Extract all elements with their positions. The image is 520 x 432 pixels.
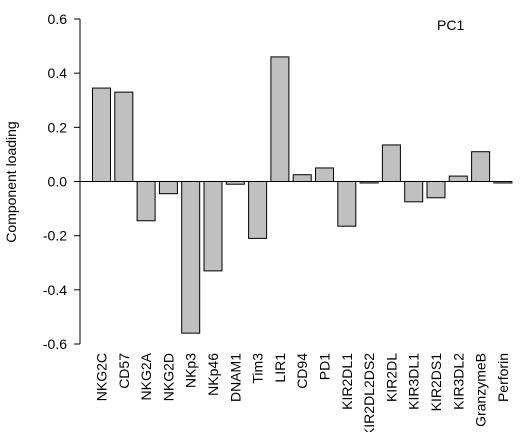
- category-label: NKG2A: [138, 352, 154, 400]
- category-label: GranzymeB: [473, 353, 489, 427]
- bar-kir2ds1: [426, 181, 446, 199]
- y-axis-title: Component loading: [3, 121, 19, 242]
- category-label: KIR2DL: [383, 353, 399, 402]
- y-tick-label: -0.2: [43, 228, 67, 244]
- category-label: NKp3: [183, 353, 199, 388]
- bar-nkp46: [203, 181, 223, 272]
- category-label: KIR2DS1: [428, 353, 444, 412]
- category-label: Perforin: [495, 353, 511, 402]
- category-label: KIR2DL2DS2: [361, 353, 377, 432]
- bar-cd57: [114, 91, 134, 182]
- bar-nkg2d: [158, 181, 178, 195]
- category-label: CD94: [294, 353, 310, 389]
- bar-kir3dl2: [448, 175, 468, 182]
- category-label: DNAM1: [227, 353, 243, 402]
- bar-nkp3: [181, 181, 201, 334]
- bar-kir3dl1: [404, 181, 424, 203]
- y-tick-label: -0.6: [43, 336, 67, 352]
- bar-tim3: [248, 181, 268, 239]
- y-tick-label: 0.6: [48, 11, 68, 27]
- category-label: CD57: [116, 353, 132, 389]
- category-labels: NKG2C CD57 NKG2A NKG2D NKp3 NKp46 DNAM1 Tim3 LIR…: [94, 352, 511, 432]
- category-label: Tim3: [250, 353, 266, 384]
- bar-kir2dl: [381, 144, 401, 182]
- y-tick-label: 0.2: [48, 119, 68, 135]
- y-tick-label: 0.0: [48, 174, 68, 190]
- bar-lir1: [270, 56, 290, 183]
- category-label: LIR1: [272, 353, 288, 383]
- bar-nkg2a: [136, 181, 156, 222]
- category-label: KIR3DL1: [406, 353, 422, 410]
- bar-granzymeb: [471, 151, 491, 182]
- bar-pd1: [315, 167, 334, 182]
- category-label: NKG2C: [94, 353, 110, 401]
- chart-title: PC1: [437, 17, 464, 33]
- category-label: NKp46: [205, 353, 221, 396]
- category-label: NKG2D: [160, 353, 176, 401]
- bar-cd94: [292, 174, 312, 183]
- category-label: KIR2DL1: [339, 353, 355, 410]
- y-axis: 0.6 0.4 0.2 0.0 -0.2 -0.4 -0.6: [43, 11, 81, 352]
- bar-kir2dl1: [337, 181, 357, 227]
- bar-nkg2c: [92, 87, 111, 182]
- bars: [92, 56, 513, 334]
- y-tick-label: 0.4: [48, 65, 68, 81]
- category-label: PD1: [317, 353, 333, 380]
- bar-perforin: [493, 181, 513, 184]
- y-tick-label: -0.4: [43, 282, 67, 298]
- category-label: KIR3DL2: [450, 353, 466, 410]
